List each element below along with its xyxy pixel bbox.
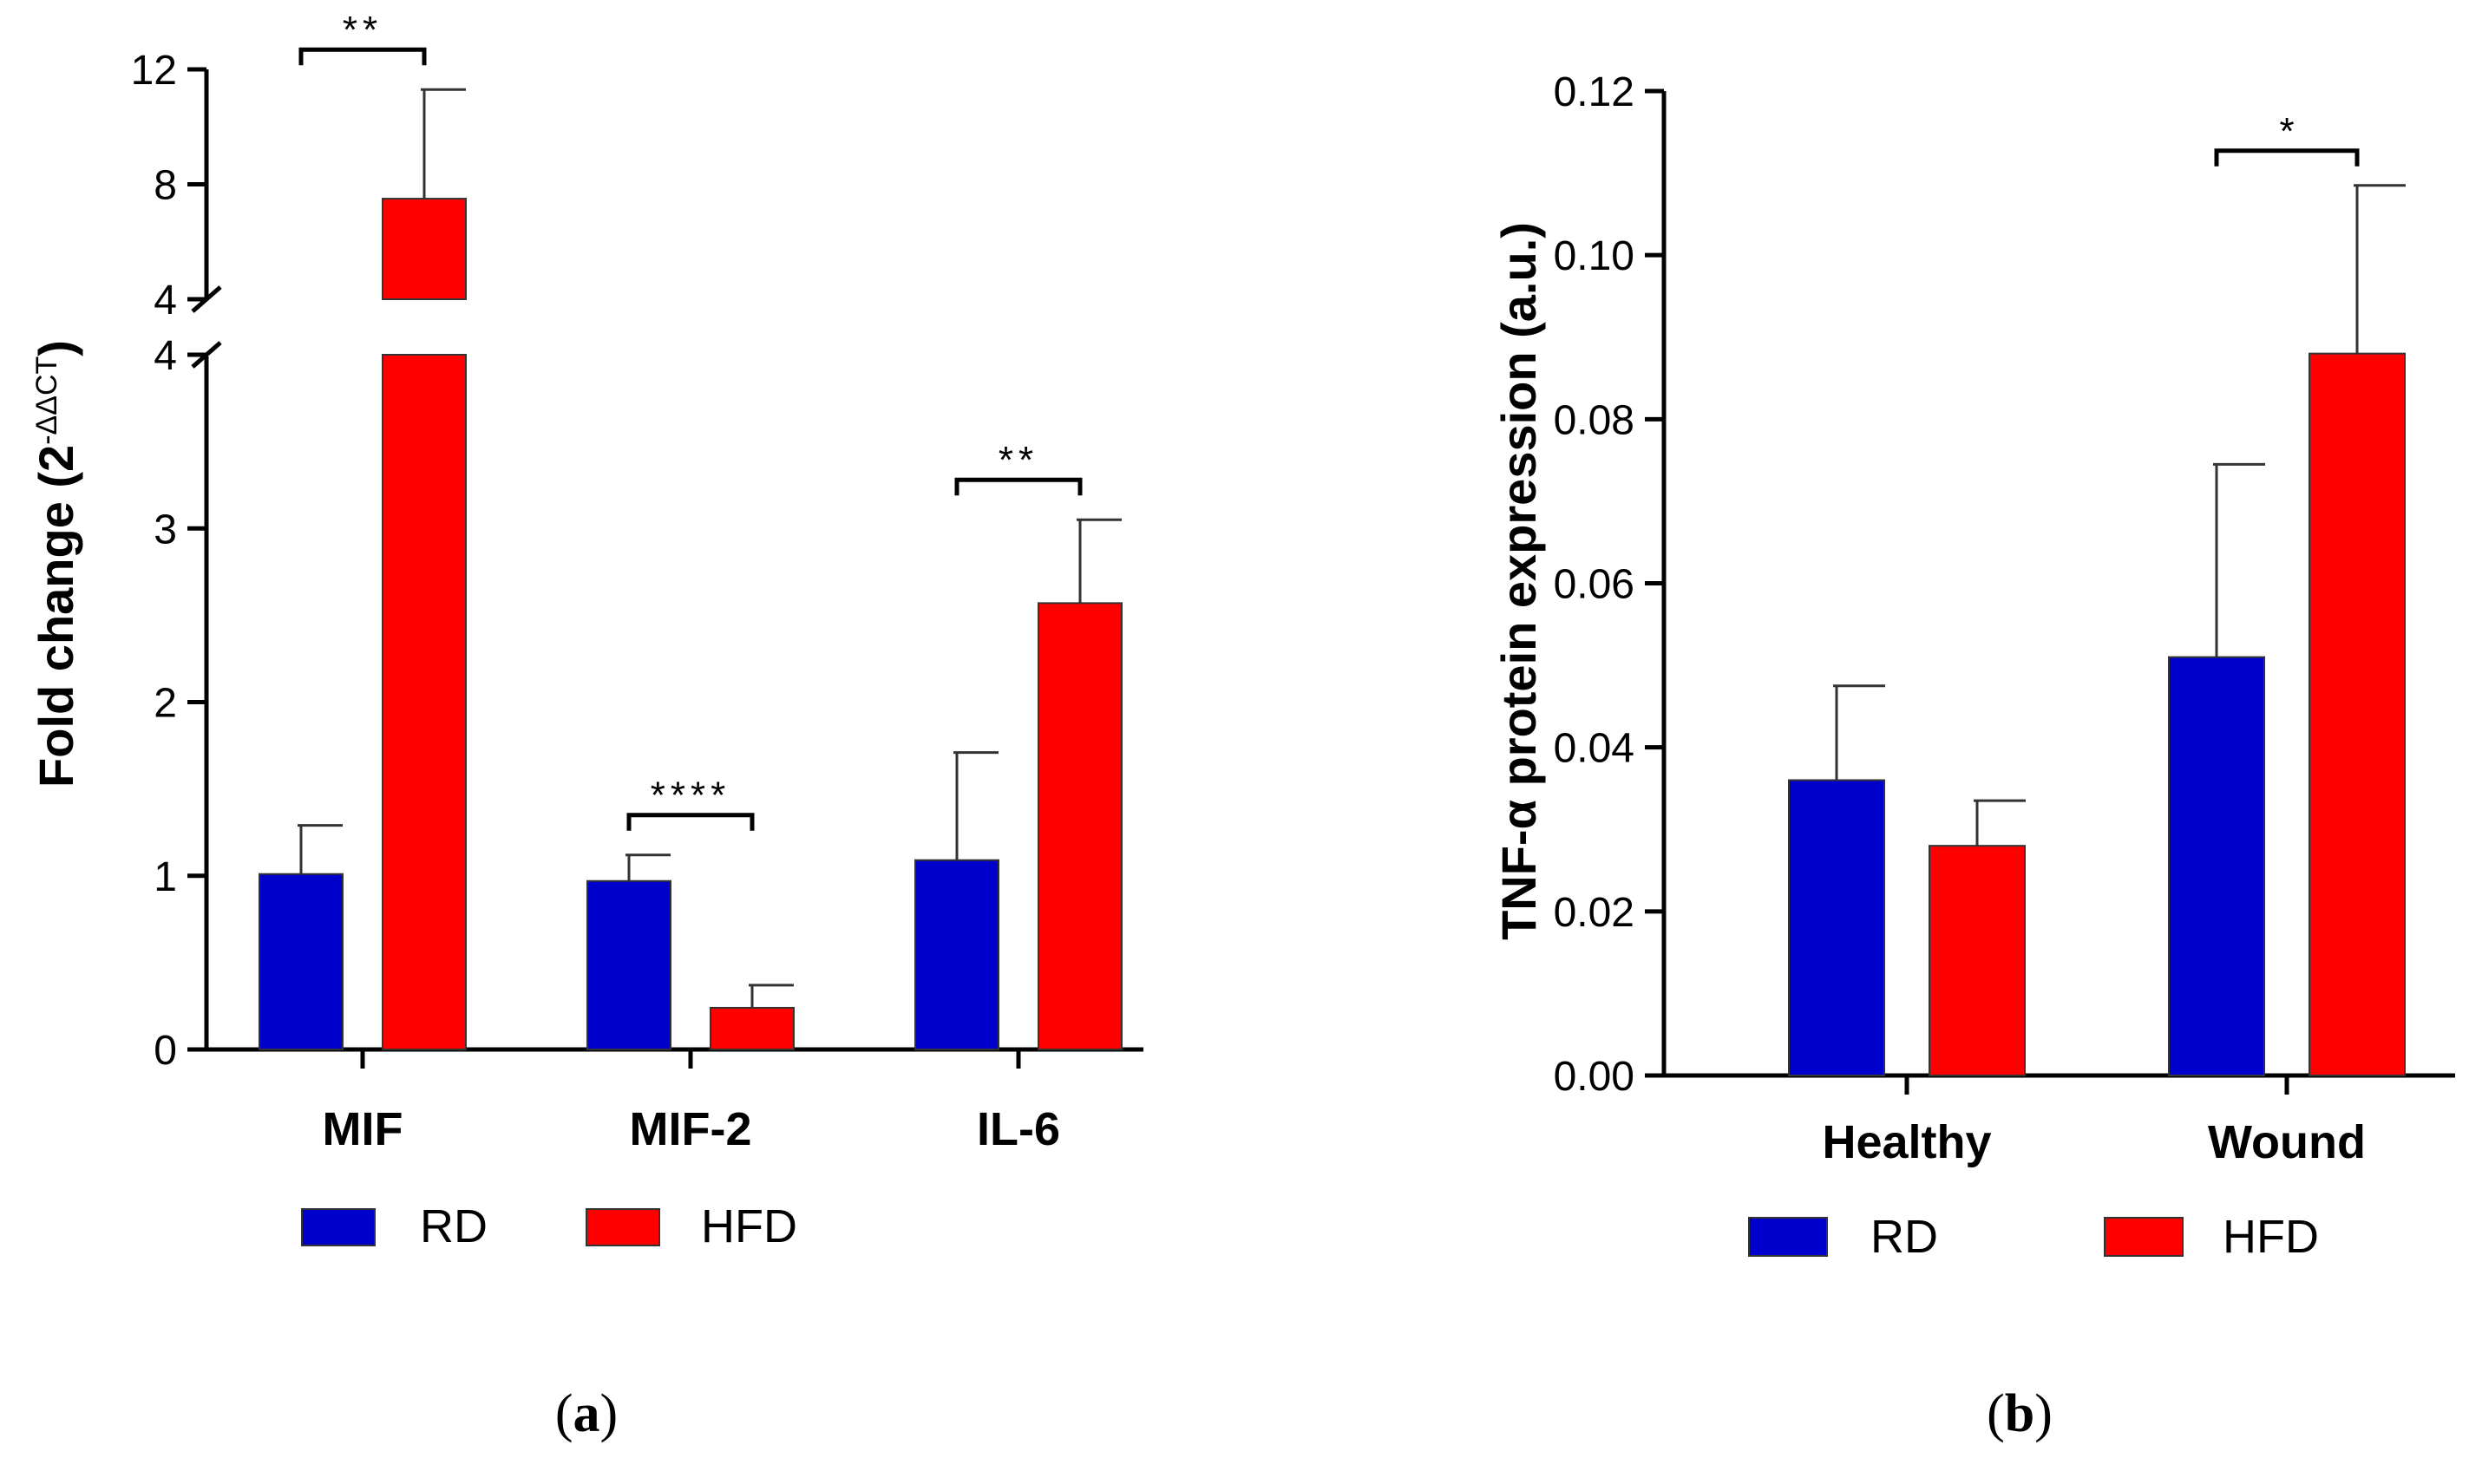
legend-label-rd: RD <box>420 1200 488 1252</box>
significance-bracket <box>954 477 1083 496</box>
legend-label-hfd: HFD <box>701 1200 797 1252</box>
significance-bracket <box>298 47 427 66</box>
y-tick-label: 12 <box>131 48 177 94</box>
y-axis-title-superscript: -ΔΔCT <box>30 356 63 445</box>
panel-label-close: ) <box>600 1384 619 1443</box>
significance-label: ** <box>999 439 1038 481</box>
panel-label-open: ( <box>1987 1384 2005 1443</box>
bar-rd-mif <box>259 873 344 1050</box>
x-category-label: MIF-2 <box>630 1103 752 1155</box>
legend-label-rd: RD <box>1870 1211 1938 1263</box>
y-tick-label: 0.04 <box>1554 726 1634 772</box>
panel-label-letter: b <box>2005 1384 2034 1443</box>
significance-label: * <box>2279 110 2294 153</box>
significance-bracket <box>626 813 755 831</box>
y-tick-label: 0.00 <box>1554 1054 1634 1100</box>
panel-label-open: ( <box>555 1384 573 1443</box>
panel-label-close: ) <box>2034 1384 2053 1443</box>
y-tick-label: 4 <box>154 333 177 379</box>
bar-rd-wound <box>2168 656 2265 1076</box>
panel-label-b: (b) <box>1987 1384 2053 1443</box>
y-axis-title: Fold change (2-ΔΔCT) <box>29 340 83 788</box>
y-tick-label: 0.10 <box>1554 233 1634 279</box>
y-tick-label: 4 <box>154 278 177 324</box>
bar-rd-healthy <box>1788 779 1885 1076</box>
x-category-label: Healthy <box>1822 1116 1991 1168</box>
bar-rd-il-6 <box>914 859 999 1050</box>
y-axis-title-close: ) <box>29 340 83 356</box>
y-tick-label: 0.12 <box>1554 69 1634 115</box>
y-tick-label: 3 <box>154 507 177 552</box>
y-tick-label: 0.06 <box>1554 562 1634 608</box>
bar-hfd-healthy <box>1929 845 2026 1077</box>
legend-label-hfd: HFD <box>2223 1211 2319 1263</box>
y-tick-label: 0.02 <box>1554 890 1634 936</box>
panel-label-a: (a) <box>555 1384 618 1443</box>
bar-hfd-mif-upper <box>382 198 467 300</box>
bar-rd-mif-2 <box>586 879 671 1050</box>
bar-hfd-wound <box>2309 352 2406 1076</box>
legend-swatch-rd <box>1748 1217 1828 1257</box>
y-axis-title: TNF-α protein expression (a.u.) <box>1491 222 1546 940</box>
legend-swatch-hfd <box>2104 1217 2184 1257</box>
legend-swatch-hfd <box>586 1208 660 1246</box>
legend-swatch-rd <box>301 1208 376 1246</box>
panel-label-letter: a <box>573 1384 600 1443</box>
bar-hfd-mif-lower <box>382 354 467 1050</box>
chart-b: 0.00 0.02 0.04 0.06 0.08 0.10 0.12 Healthy Wound… <box>1491 69 2455 1443</box>
significance-label: **** <box>651 775 731 817</box>
x-category-label: IL-6 <box>977 1103 1060 1155</box>
y-tick-label: 0.08 <box>1554 397 1634 443</box>
significance-bracket <box>2214 148 2360 167</box>
y-tick-label: 1 <box>154 854 177 900</box>
significance-label: ** <box>343 9 383 51</box>
y-tick-label: 2 <box>154 681 177 727</box>
y-axis-title-main: Fold change (2 <box>29 445 83 788</box>
x-category-label: MIF <box>323 1103 403 1155</box>
bar-hfd-il-6 <box>1038 602 1123 1050</box>
y-tick-label: 0 <box>154 1028 177 1074</box>
x-category-label: Wound <box>2208 1116 2366 1168</box>
y-tick-label: 8 <box>154 163 177 209</box>
bar-hfd-mif-2 <box>710 1006 795 1050</box>
